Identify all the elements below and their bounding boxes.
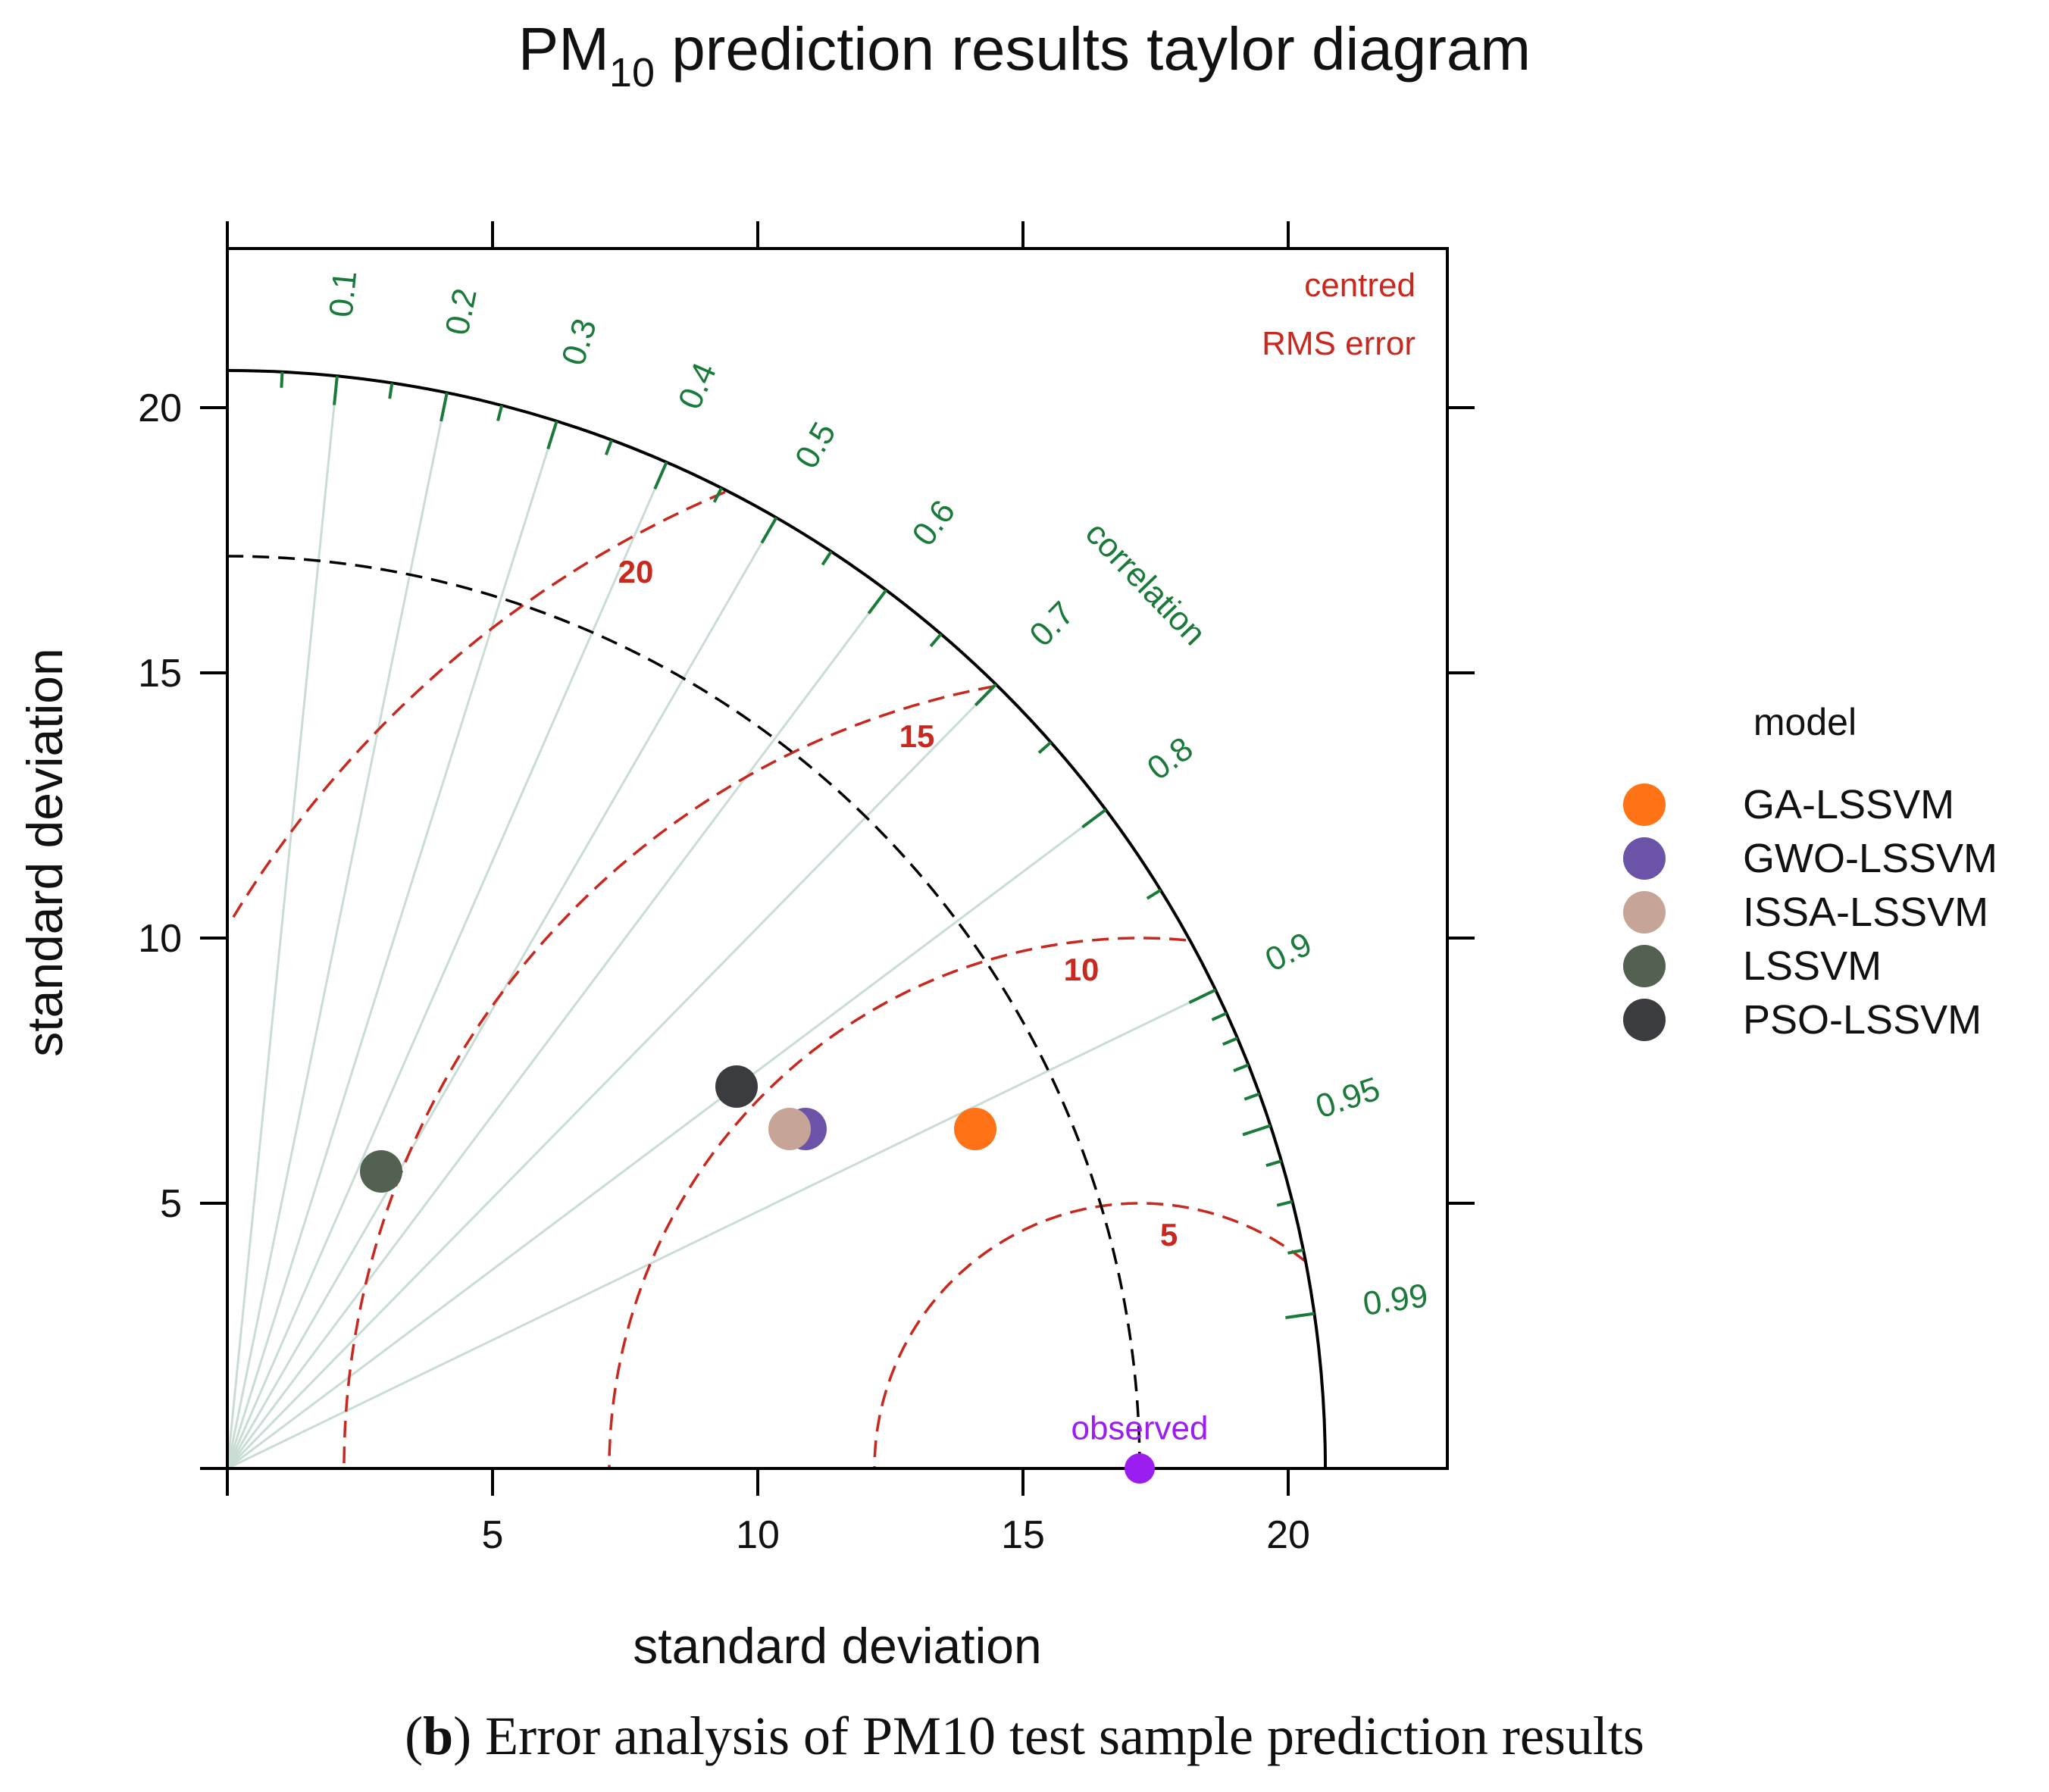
legend-label: GWO-LSSVM	[1743, 836, 1997, 881]
plot-frame	[226, 247, 1449, 1470]
legend-marker	[1623, 783, 1666, 826]
x-tick-label: 15	[1001, 1513, 1045, 1557]
chart-title-subscript: 10	[609, 50, 655, 95]
correlation-minor-tick	[821, 550, 833, 566]
correlation-tick-label: 0.8	[1140, 730, 1200, 787]
correlation-minor-tick	[1146, 888, 1162, 900]
correlation-minor-tick	[1265, 1159, 1282, 1168]
correlation-minor-tick	[1287, 1248, 1304, 1255]
legend-label: ISSA-LSSVM	[1743, 890, 1988, 935]
correlation-minor-tick	[280, 371, 284, 388]
rms-label-line1: centred	[1304, 267, 1416, 304]
observed-point	[1125, 1453, 1155, 1484]
correlation-tick-label: 0.6	[905, 493, 962, 552]
chart-title-main: PM	[518, 15, 609, 83]
correlation-minor-tick	[496, 405, 504, 421]
correlation-minor-tick	[1243, 1092, 1260, 1101]
model-point-ga-lssvm	[954, 1108, 996, 1150]
legend-marker	[1623, 837, 1666, 880]
correlation-tick-label: 0.99	[1361, 1277, 1431, 1323]
correlation-grid-line	[226, 392, 449, 1469]
legend: model GA-LSSVM GWO-LSSVM ISSA-LSSVM LSSVM PS…	[1623, 701, 1997, 1043]
correlation-major-tick	[1242, 1124, 1272, 1137]
rms-contour-5	[873, 1202, 1306, 1468]
correlation-minor-tick	[1276, 1199, 1294, 1207]
model-point-issa-lssvm	[768, 1108, 811, 1150]
correlation-minor-tick	[1211, 1012, 1228, 1021]
observed-label: observed	[1071, 1410, 1208, 1447]
outer-correlation-arc	[227, 369, 1327, 1469]
x-tick-label: 10	[736, 1513, 780, 1557]
caption-close-paren: )	[453, 1706, 471, 1766]
correlation-tick-label: 0.3	[555, 314, 604, 370]
caption-panel-letter: b	[423, 1706, 453, 1766]
correlation-grid-line	[226, 421, 558, 1469]
plot-area: 5 10 15 20 0.1 0.2 0.3 0.4 0.5 0.6 0.7 0.8 0.9 0.95 0.…	[138, 221, 1475, 1557]
correlation-tick-label: 0.1	[322, 269, 364, 319]
x-tick-label: 20	[1266, 1513, 1310, 1557]
correlation-major-tick	[1285, 1312, 1315, 1320]
y-tick-label: 20	[138, 386, 182, 430]
correlation-major-tick	[333, 376, 339, 405]
rms-contour-label-20: 20	[618, 554, 654, 590]
rms-contour-10	[608, 937, 1187, 1468]
legend-label: LSSVM	[1743, 943, 1882, 989]
correlation-tick-label: 0.5	[788, 416, 843, 474]
correlation-major-tick	[653, 461, 668, 490]
correlation-major-tick	[440, 392, 449, 422]
correlation-grid-line	[226, 589, 887, 1469]
legend-label: GA-LSSVM	[1743, 782, 1954, 827]
legend-marker	[1623, 945, 1666, 987]
rms-contour-15	[343, 684, 996, 1468]
y-tick-label: 15	[138, 652, 182, 696]
correlation-major-tick	[546, 421, 558, 450]
x-tick-label: 5	[482, 1513, 504, 1557]
correlation-tick-label: 0.95	[1311, 1070, 1384, 1125]
caption-open-paren: (	[405, 1706, 423, 1766]
legend-label: PSO-LSSVM	[1743, 997, 1982, 1043]
correlation-minor-tick	[604, 439, 614, 456]
y-tick-label: 10	[138, 917, 182, 961]
correlation-minor-tick	[712, 487, 723, 503]
correlation-major-tick	[974, 683, 997, 707]
x-axis-label: standard deviation	[633, 1618, 1041, 1674]
correlation-grid-line	[226, 683, 997, 1470]
correlation-minor-tick	[1222, 1037, 1238, 1046]
correlation-grid-line	[227, 808, 1107, 1470]
correlation-major-tick	[1188, 988, 1216, 1004]
model-point-lssvm	[360, 1150, 402, 1193]
rms-contour-20	[229, 490, 726, 923]
correlation-major-tick	[760, 517, 778, 544]
correlation-major-tick	[1081, 808, 1107, 829]
rms-contour-label-5: 5	[1160, 1217, 1178, 1253]
correlation-minor-tick	[929, 633, 943, 648]
correlation-grid-line	[226, 461, 668, 1469]
correlation-tick-label: 0.9	[1259, 925, 1317, 979]
caption-text: Error analysis of PM10 test sample predi…	[471, 1706, 1644, 1766]
rms-contour-label-10: 10	[1064, 952, 1100, 987]
correlation-major-tick	[867, 589, 888, 615]
correlation-minor-tick	[1037, 741, 1053, 754]
legend-title: model	[1753, 701, 1857, 743]
correlation-tick-label: 0.2	[439, 286, 484, 339]
y-tick-label: 5	[160, 1182, 182, 1226]
correlation-grid-line	[227, 989, 1216, 1470]
y-axis-label: standard deviation	[17, 648, 73, 1056]
correlation-grid-line	[226, 376, 339, 1469]
model-point-pso-lssvm	[715, 1065, 758, 1108]
correlation-minor-tick	[388, 383, 394, 399]
correlation-axis-label: correlation	[1078, 514, 1213, 652]
rms-label-line2: RMS error	[1262, 325, 1416, 362]
correlation-tick-label: 0.7	[1022, 595, 1081, 654]
correlation-minor-tick	[1233, 1063, 1250, 1072]
figure-caption: (b) Error analysis of PM10 test sample p…	[405, 1706, 1644, 1766]
chart-title-rest: prediction results taylor diagram	[655, 15, 1531, 83]
rms-contour-label-15: 15	[899, 718, 935, 754]
legend-marker	[1623, 891, 1666, 934]
legend-marker	[1623, 999, 1666, 1041]
correlation-tick-label: 0.4	[671, 358, 724, 415]
chart-title: PM10 prediction results taylor diagram	[518, 15, 1531, 95]
